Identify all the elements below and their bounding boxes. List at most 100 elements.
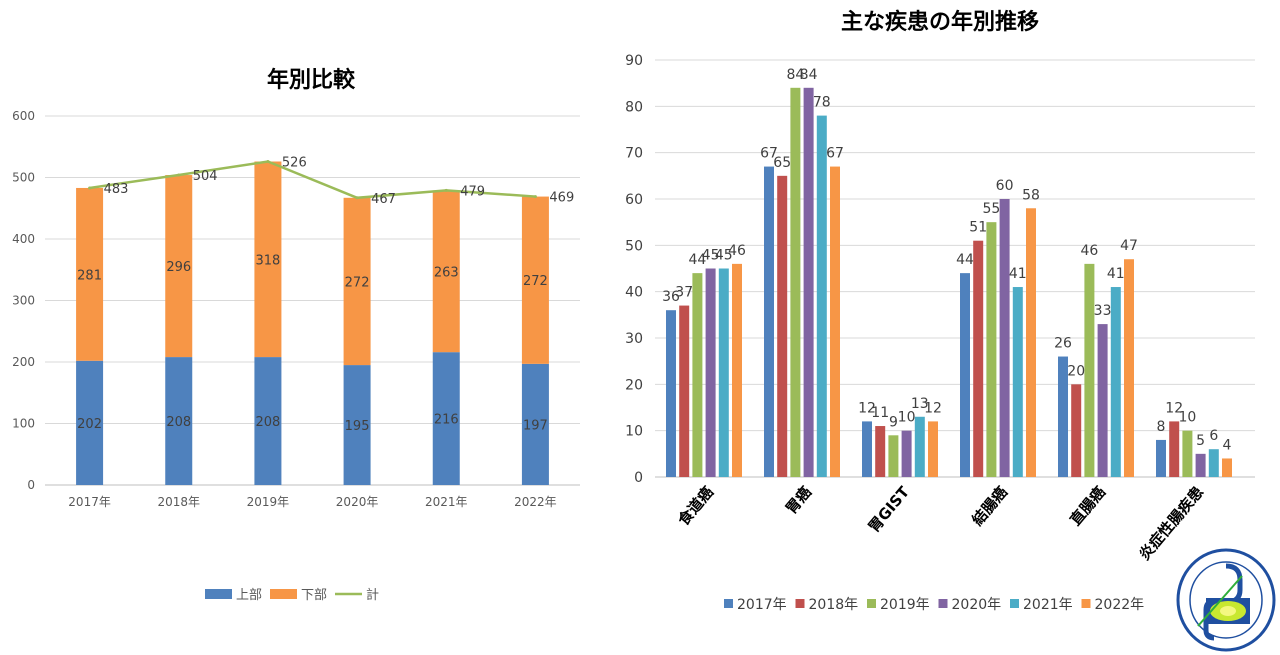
data-label: 263 — [434, 265, 459, 280]
legend-label: 2019年 — [880, 597, 930, 613]
data-label: 318 — [256, 253, 281, 268]
data-label: 13 — [911, 396, 929, 412]
data-label: 20 — [1067, 363, 1085, 379]
bar-2019年 — [692, 273, 703, 477]
bar-2019年 — [888, 435, 899, 477]
bar-2022年 — [928, 421, 938, 477]
data-label: 33 — [1094, 303, 1112, 319]
bar-2022年 — [732, 263, 742, 477]
data-label: 197 — [523, 418, 548, 433]
data-label: 44 — [688, 252, 706, 268]
data-label: 8 — [1157, 419, 1166, 435]
bar-2017年 — [1156, 439, 1166, 477]
data-label: 272 — [345, 275, 370, 290]
legend-swatch — [795, 599, 805, 608]
bar-2021年 — [1208, 449, 1219, 477]
bar-2017年 — [862, 421, 872, 477]
bar-下部 — [254, 161, 282, 358]
bar-2019年 — [1084, 263, 1095, 477]
bar-上部 — [521, 363, 549, 485]
x-tick-label: 2017年 — [68, 495, 111, 509]
data-label: 55 — [982, 201, 1000, 217]
bar-上部 — [432, 352, 460, 485]
data-label: 46 — [1080, 243, 1098, 259]
bar-下部 — [432, 190, 460, 353]
data-label: 45 — [715, 248, 733, 264]
legend-label: 2021年 — [1023, 597, 1073, 613]
bar-2017年 — [1058, 356, 1068, 477]
legend-swatch — [270, 589, 297, 599]
data-label: 504 — [193, 169, 218, 184]
data-label: 467 — [371, 192, 396, 207]
y-tick-label: 10 — [625, 424, 643, 440]
data-label: 10 — [898, 410, 916, 426]
data-label: 41 — [1107, 266, 1125, 282]
bar-2018年 — [973, 240, 984, 477]
y-tick-label: 600 — [12, 109, 35, 123]
data-label: 479 — [460, 184, 485, 199]
data-label: 60 — [996, 178, 1014, 194]
bar-2022年 — [1222, 458, 1232, 477]
bar-2018年 — [679, 305, 690, 477]
data-label: 12 — [858, 400, 876, 416]
total-line — [89, 160, 536, 200]
data-label: 26 — [1054, 336, 1072, 352]
data-label: 36 — [662, 289, 680, 305]
x-tick-label: 2018年 — [157, 495, 200, 509]
y-tick-label: 90 — [625, 53, 643, 69]
data-label: 78 — [813, 95, 831, 111]
y-tick-label: 40 — [625, 285, 643, 301]
bar-上部 — [165, 357, 193, 485]
bar-下部 — [343, 197, 371, 366]
bar-2021年 — [1110, 287, 1121, 477]
bar-2020年 — [803, 87, 814, 478]
bar-2018年 — [1071, 384, 1082, 477]
chart-title: 年別比較 — [267, 67, 356, 93]
data-label: 296 — [166, 260, 191, 275]
data-label: 84 — [786, 67, 804, 83]
legend-swatch — [938, 599, 948, 608]
data-label: 6 — [1209, 428, 1218, 444]
y-tick-label: 400 — [12, 232, 35, 246]
total-point — [355, 196, 359, 200]
bar-2017年 — [960, 273, 970, 477]
legend-swatch — [867, 599, 876, 608]
data-label: 281 — [77, 268, 102, 283]
data-label: 47 — [1120, 238, 1138, 254]
y-tick-label: 0 — [634, 470, 643, 486]
bar-2020年 — [1097, 324, 1108, 477]
data-label: 12 — [924, 400, 942, 416]
x-tick-label: 2021年 — [425, 495, 468, 509]
data-label: 202 — [77, 417, 102, 432]
data-label: 65 — [773, 155, 791, 171]
legend-swatch — [724, 599, 733, 608]
total-point — [533, 195, 537, 199]
data-label: 526 — [282, 156, 307, 171]
y-tick-label: 200 — [12, 355, 35, 369]
x-tick-label: 2022年 — [514, 495, 557, 509]
data-label: 45 — [702, 248, 720, 264]
x-tick-label: 食道癌 — [674, 483, 717, 529]
x-tick-label: 胃GIST — [865, 482, 914, 535]
legend-label: 2018年 — [809, 597, 859, 613]
data-label: 12 — [1165, 400, 1183, 416]
legend-label: 2017年 — [737, 597, 787, 613]
chart-title: 主な疾患の年別推移 — [841, 9, 1039, 35]
x-tick-label: 2019年 — [247, 495, 290, 509]
bar-2022年 — [1026, 208, 1036, 477]
total-point — [88, 186, 92, 190]
bar-2019年 — [986, 222, 997, 477]
legend-label: 上部 — [236, 588, 262, 603]
bar-2017年 — [764, 166, 774, 478]
data-label: 84 — [800, 67, 818, 83]
data-label: 9 — [889, 414, 898, 430]
x-tick-label: 結腸癌 — [968, 483, 1011, 529]
data-label: 208 — [256, 415, 281, 430]
legend-label: 計 — [366, 587, 379, 603]
x-tick-label: 胃癌 — [782, 483, 815, 518]
legend-label: 下部 — [301, 588, 327, 603]
data-label: 46 — [728, 243, 746, 259]
total-point — [177, 173, 181, 177]
bar-上部 — [76, 360, 104, 485]
data-label: 11 — [871, 405, 889, 421]
